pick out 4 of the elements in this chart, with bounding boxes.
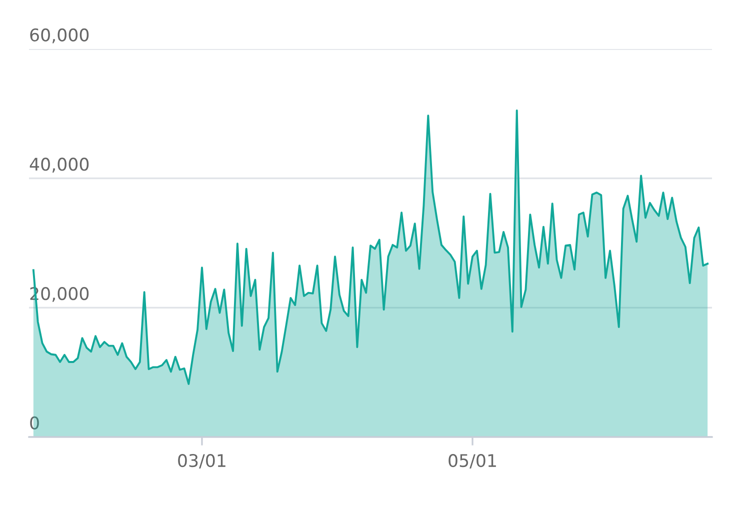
y-tick-label: 60,000 — [30, 28, 89, 44]
y-tick-label: 40,000 — [30, 158, 89, 173]
x-tick-label: 03/01 — [178, 454, 226, 468]
x-tick-label: 05/01 — [448, 454, 496, 468]
